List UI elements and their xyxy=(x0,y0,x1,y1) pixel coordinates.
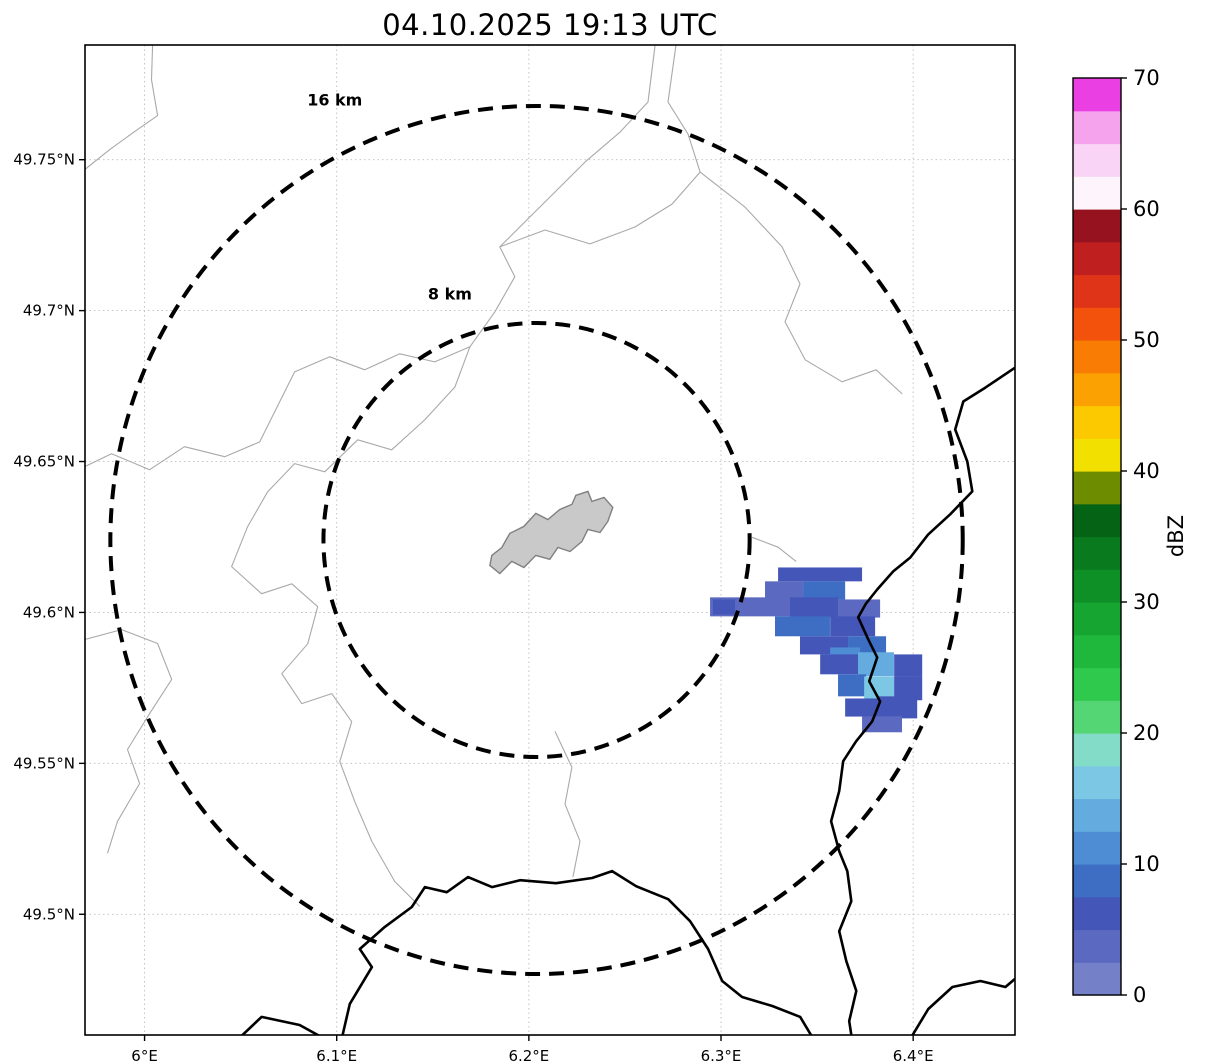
colorbar-frame xyxy=(1072,77,1122,996)
city-area-outline xyxy=(489,490,614,575)
colorbar-tick-label: 0 xyxy=(1133,983,1146,1007)
colorbar-tick-label: 30 xyxy=(1133,590,1160,614)
colorbar-segment xyxy=(1073,831,1121,865)
colorbar-segment xyxy=(1073,241,1121,276)
radar-echo-cell xyxy=(830,616,876,637)
admin-border-line xyxy=(751,536,797,562)
chart-title: 04.10.2025 19:13 UTC xyxy=(382,8,718,42)
colorbar-segment xyxy=(1073,962,1121,996)
x-axis-tick-label: 6.3°E xyxy=(701,1047,742,1064)
country-border-line xyxy=(240,1015,321,1035)
admin-border-line xyxy=(499,45,701,248)
radar-echo-cell xyxy=(845,698,880,717)
colorbar-tick-label: 70 xyxy=(1133,66,1160,90)
colorbar-segment xyxy=(1073,209,1121,243)
radar-echo-cell xyxy=(894,654,923,677)
admin-border-line xyxy=(699,171,903,395)
x-axis-tick-label: 6.2°E xyxy=(508,1047,549,1064)
admin-border-line xyxy=(554,731,581,878)
colorbar-segment xyxy=(1073,307,1121,341)
x-axis-tick-label: 6.4°E xyxy=(893,1047,934,1064)
range-ring-label-8km: 8 km xyxy=(428,284,472,303)
colorbar-segment xyxy=(1073,798,1121,832)
colorbar-segment xyxy=(1073,143,1121,177)
colorbar-segment xyxy=(1073,372,1121,407)
colorbar-tick-label: 60 xyxy=(1133,197,1160,221)
colorbar-segment xyxy=(1073,78,1121,112)
range-ring-16km xyxy=(108,103,965,977)
colorbar-segment xyxy=(1073,438,1121,472)
radar-echo-cell xyxy=(803,581,846,600)
admin-border-line xyxy=(85,45,159,171)
radar-echo-cell xyxy=(838,674,867,697)
radar-echo-cell xyxy=(778,567,863,582)
y-axis-tick-label: 49.5°N xyxy=(23,905,75,923)
radar-echo-cell xyxy=(862,716,903,733)
colorbar-tick-label: 20 xyxy=(1133,721,1160,745)
admin-border-line xyxy=(85,629,173,854)
y-axis-tick-label: 49.7°N xyxy=(23,302,75,320)
country-border-line xyxy=(341,869,813,1035)
radar-echo-cell xyxy=(838,599,881,618)
radar-echo-cell xyxy=(820,654,861,675)
admin-border-line xyxy=(231,346,471,907)
y-axis-tick-label: 49.55°N xyxy=(13,754,75,772)
colorbar-segment xyxy=(1073,667,1121,701)
colorbar-segment xyxy=(1073,864,1121,898)
radar-echo-cell xyxy=(712,599,736,615)
colorbar-segment xyxy=(1073,896,1121,931)
colorbar-segment xyxy=(1073,765,1121,800)
colorbar-segment xyxy=(1073,602,1121,636)
colorbar-segment xyxy=(1073,634,1121,669)
colorbar-segment xyxy=(1073,569,1121,603)
colorbar-segment xyxy=(1073,733,1121,767)
colorbar-tick-label: 10 xyxy=(1133,852,1160,876)
colorbar-tick-label: 40 xyxy=(1133,459,1160,483)
colorbar-segment xyxy=(1073,929,1121,963)
country-border-line xyxy=(911,977,1015,1035)
y-axis-tick-label: 49.6°N xyxy=(23,603,75,621)
colorbar-segment xyxy=(1073,471,1121,505)
range-ring-label-16km: 16 km xyxy=(307,90,362,109)
radar-echo-cell xyxy=(830,647,861,658)
colorbar-segment xyxy=(1073,274,1121,308)
plot-frame xyxy=(84,44,1016,1036)
range-ring-8km xyxy=(321,320,752,760)
x-axis-tick-label: 6°E xyxy=(131,1047,158,1064)
radar-echo-cell xyxy=(877,696,918,719)
admin-border-line xyxy=(85,45,656,471)
colorbar-segment xyxy=(1073,340,1121,374)
y-axis-tick-label: 49.65°N xyxy=(13,453,75,471)
colorbar-segment xyxy=(1073,405,1121,439)
colorbar-segment xyxy=(1073,110,1121,145)
colorbar-segment xyxy=(1073,503,1121,538)
y-axis-tick-label: 49.75°N xyxy=(13,151,75,169)
x-axis-tick-label: 6.1°E xyxy=(316,1047,357,1064)
radar-echo-cell xyxy=(894,676,923,701)
radar-echo-cell xyxy=(789,597,839,618)
radar-echo-cell xyxy=(775,616,830,637)
country-border-line xyxy=(829,366,1015,1035)
colorbar-segment xyxy=(1073,700,1121,734)
colorbar-tick-label: 50 xyxy=(1133,328,1160,352)
colorbar-axis-label: dBZ xyxy=(1164,514,1188,558)
colorbar-segment xyxy=(1073,176,1121,210)
colorbar-segment xyxy=(1073,536,1121,570)
radar-echo-cell xyxy=(765,581,804,600)
